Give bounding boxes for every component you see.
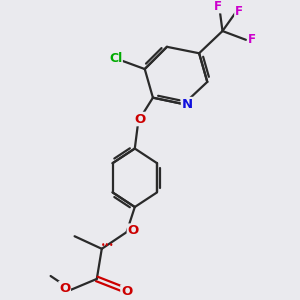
- Text: O: O: [121, 285, 132, 298]
- Text: O: O: [128, 224, 139, 237]
- Text: Cl: Cl: [109, 52, 122, 65]
- Text: N: N: [182, 98, 193, 111]
- Text: F: F: [214, 0, 222, 13]
- Text: •••: •••: [101, 241, 114, 250]
- Text: O: O: [135, 112, 146, 125]
- Text: O: O: [59, 282, 70, 295]
- Text: F: F: [235, 5, 243, 18]
- Text: F: F: [248, 33, 256, 46]
